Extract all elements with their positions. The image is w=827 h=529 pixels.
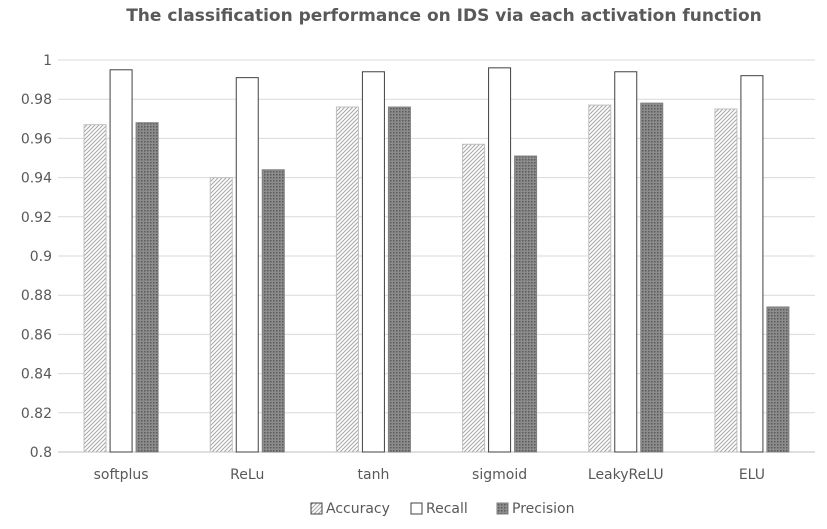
x-category-label: tanh bbox=[358, 467, 390, 483]
y-tick-label: 0.9 bbox=[30, 249, 52, 265]
bar-accuracy-relu bbox=[209, 177, 233, 453]
y-tick-label: 0.94 bbox=[21, 171, 52, 187]
x-category-label: softplus bbox=[94, 467, 149, 483]
x-axis-categories: softplus ReLu tanh sigmoid LeakyReLU ELU bbox=[94, 467, 765, 483]
bar-precision-elu bbox=[766, 306, 790, 453]
y-tick-label: 0.82 bbox=[21, 406, 52, 422]
bar-precision-relu bbox=[261, 169, 285, 453]
legend-label-precision: Precision bbox=[512, 501, 574, 517]
legend-label-recall: Recall bbox=[426, 501, 468, 517]
bar-precision-leakyrelu bbox=[640, 102, 664, 453]
bar-recall-elu bbox=[740, 75, 764, 453]
bar-precision-softplus bbox=[135, 122, 159, 453]
bar-accuracy-leakyrelu bbox=[588, 104, 612, 453]
bar-precision-tanh bbox=[387, 106, 411, 453]
y-tick-label: 0.84 bbox=[21, 367, 52, 383]
bar-recall-tanh bbox=[361, 71, 385, 453]
bar-accuracy-softplus bbox=[83, 124, 107, 453]
y-tick-label: 0.96 bbox=[21, 131, 52, 147]
y-axis-ticks: 0.8 0.82 0.84 0.86 0.88 0.9 0.92 0.94 0.96 0.98 1 bbox=[21, 53, 52, 461]
grid-lines bbox=[58, 59, 815, 453]
bar-recall-sigmoid bbox=[488, 67, 512, 453]
legend-swatch-accuracy bbox=[310, 502, 323, 515]
bars bbox=[83, 67, 790, 453]
bar-accuracy-tanh bbox=[335, 106, 359, 453]
x-category-label: ELU bbox=[739, 467, 765, 483]
y-tick-label: 1 bbox=[43, 53, 52, 69]
legend: Accuracy Recall Precision bbox=[310, 501, 574, 517]
y-tick-label: 0.92 bbox=[21, 210, 52, 226]
bar-accuracy-elu bbox=[714, 108, 738, 453]
legend-label-accuracy: Accuracy bbox=[326, 501, 390, 517]
chart-title: The classification performance on IDS vi… bbox=[126, 6, 762, 26]
x-category-label: LeakyReLU bbox=[588, 467, 664, 483]
bar-recall-leakyrelu bbox=[614, 71, 638, 453]
bar-recall-relu bbox=[235, 77, 259, 453]
y-tick-label: 0.88 bbox=[21, 288, 52, 304]
legend-swatch-precision bbox=[496, 502, 509, 515]
bar-precision-sigmoid bbox=[514, 155, 538, 453]
y-tick-label: 0.86 bbox=[21, 327, 52, 343]
legend-swatch-recall bbox=[410, 502, 423, 515]
y-tick-label: 0.8 bbox=[30, 445, 52, 461]
x-category-label: ReLu bbox=[230, 467, 264, 483]
bar-accuracy-sigmoid bbox=[462, 143, 486, 453]
y-tick-label: 0.98 bbox=[21, 92, 52, 108]
x-category-label: sigmoid bbox=[472, 467, 527, 483]
bar-recall-softplus bbox=[109, 69, 133, 453]
